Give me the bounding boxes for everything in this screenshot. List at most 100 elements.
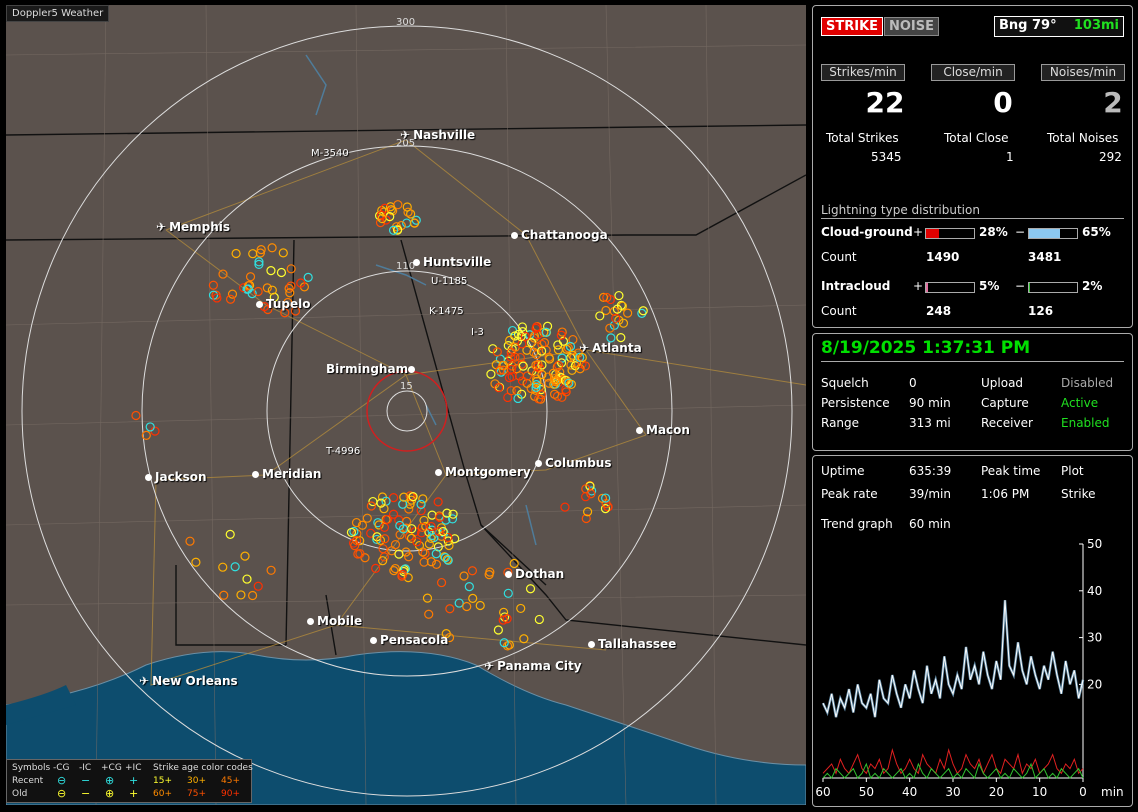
strike-marker [531, 322, 542, 332]
strike-marker [433, 542, 443, 552]
strike-marker [447, 514, 458, 524]
strike-marker [566, 379, 576, 389]
strike-marker [267, 285, 277, 295]
strike-marker [225, 529, 235, 539]
strike-marker [227, 289, 238, 299]
strike-marker [617, 301, 628, 311]
strike-marker [444, 632, 455, 643]
city-tupelo: Tupelo [256, 297, 311, 311]
bearing-value: Bng 79° [999, 18, 1057, 33]
strike-marker [407, 524, 417, 534]
legend-recent-label: Recent [12, 776, 44, 786]
ring-label-205: 205 [396, 138, 416, 149]
receiver-value[interactable]: Enabled [1061, 416, 1110, 430]
strike-marker [486, 369, 496, 379]
x-tick-label: 30 [945, 785, 960, 799]
strike-marker [504, 640, 514, 650]
x-tick-label: 20 [989, 785, 1004, 799]
strike-marker [284, 283, 294, 294]
ic-neg-count: 126 [1028, 304, 1054, 318]
total-strikes-value: 5345 [871, 150, 902, 164]
lightning-map[interactable]: Doppler5 Weather 300 205 110 15 ✈ Nashvil… [6, 5, 806, 805]
strike-marker [426, 557, 436, 567]
capture-label: Capture [981, 396, 1029, 410]
city-huntsville: Huntsville [413, 255, 491, 269]
strike-marker [539, 338, 550, 348]
x-tick-label: 50 [859, 785, 874, 799]
strike-marker [434, 526, 444, 537]
strike-marker [537, 360, 547, 370]
strike-marker [362, 513, 372, 523]
strike-marker [580, 361, 591, 371]
strike-marker [374, 520, 384, 530]
strike-marker [605, 323, 615, 333]
strike-marker [376, 498, 386, 508]
city-dot-icon [408, 366, 416, 373]
peak-rate-value: 39/min [909, 487, 951, 501]
plot-value[interactable]: Strike [1061, 487, 1096, 501]
trend-value[interactable]: 60 min [909, 517, 951, 531]
strike-marker [253, 581, 263, 591]
strike-marker [290, 306, 301, 316]
strike-marker [499, 638, 509, 648]
strike-marker [443, 555, 453, 565]
legend-old-label: Old [12, 789, 28, 799]
strike-marker [494, 383, 504, 393]
strike-marker [531, 382, 541, 392]
strike-marker [150, 426, 160, 436]
strike-marker [518, 361, 528, 371]
strike-marker [602, 292, 612, 303]
station-label: U-1185 [431, 276, 468, 287]
strike-marker [551, 375, 561, 385]
strike-marker [556, 330, 566, 340]
city-dot-icon [307, 618, 314, 625]
strike-marker [517, 359, 527, 369]
strike-marker [623, 308, 633, 318]
peak-time-value: 1:06 PM [981, 487, 1030, 501]
city-nashville: ✈ Nashville [400, 128, 476, 142]
strike-marker [442, 554, 452, 565]
strike-marker [236, 590, 246, 600]
strike-marker [616, 332, 626, 343]
strike-marker [420, 548, 430, 559]
city-meridian: Meridian [252, 467, 321, 481]
capture-value[interactable]: Active [1061, 396, 1099, 410]
strike-marker [285, 288, 295, 298]
strike-marker [424, 609, 434, 619]
strike-marker [600, 504, 611, 514]
strike-indicator[interactable]: STRIKE [821, 17, 884, 36]
strike-marker [443, 532, 453, 543]
strike-marker [416, 506, 426, 516]
strike-marker [502, 641, 513, 651]
strike-marker [245, 272, 256, 282]
strike-marker [450, 534, 460, 544]
noise-indicator[interactable]: NOISE [884, 17, 940, 36]
strike-marker [240, 551, 250, 561]
strike-marker [398, 499, 408, 509]
strike-marker [595, 311, 605, 321]
strike-marker [254, 257, 264, 267]
strike-marker [418, 547, 428, 557]
divider [821, 218, 1124, 219]
ring-label-15: 15 [400, 381, 413, 392]
total-noises-label: Total Noises [1047, 131, 1119, 145]
strike-marker [475, 600, 485, 611]
strike-marker [357, 520, 368, 530]
city-dot-icon [535, 460, 542, 467]
strike-marker [541, 327, 551, 337]
strike-marker [247, 590, 258, 601]
strike-marker [598, 292, 609, 302]
strike-marker [253, 286, 263, 297]
strike-marker [503, 588, 513, 598]
strike-marker [212, 293, 222, 303]
peak-rate-label: Peak rate [821, 487, 878, 501]
settings-panel: 8/19/2025 1:37:31 PM Squelch 0 Upload Di… [812, 333, 1133, 451]
intracloud-label: Intracloud [821, 279, 891, 293]
trend-graph: 50 40 30 20 60 50 40 30 20 10 0 min [815, 537, 1123, 799]
strike-marker [563, 343, 573, 353]
strike-marker [353, 549, 363, 559]
strike-marker [570, 361, 580, 371]
strike-marker [522, 378, 532, 388]
cg-pos-count: 1490 [926, 250, 960, 264]
upload-value[interactable]: Disabled [1061, 376, 1114, 390]
